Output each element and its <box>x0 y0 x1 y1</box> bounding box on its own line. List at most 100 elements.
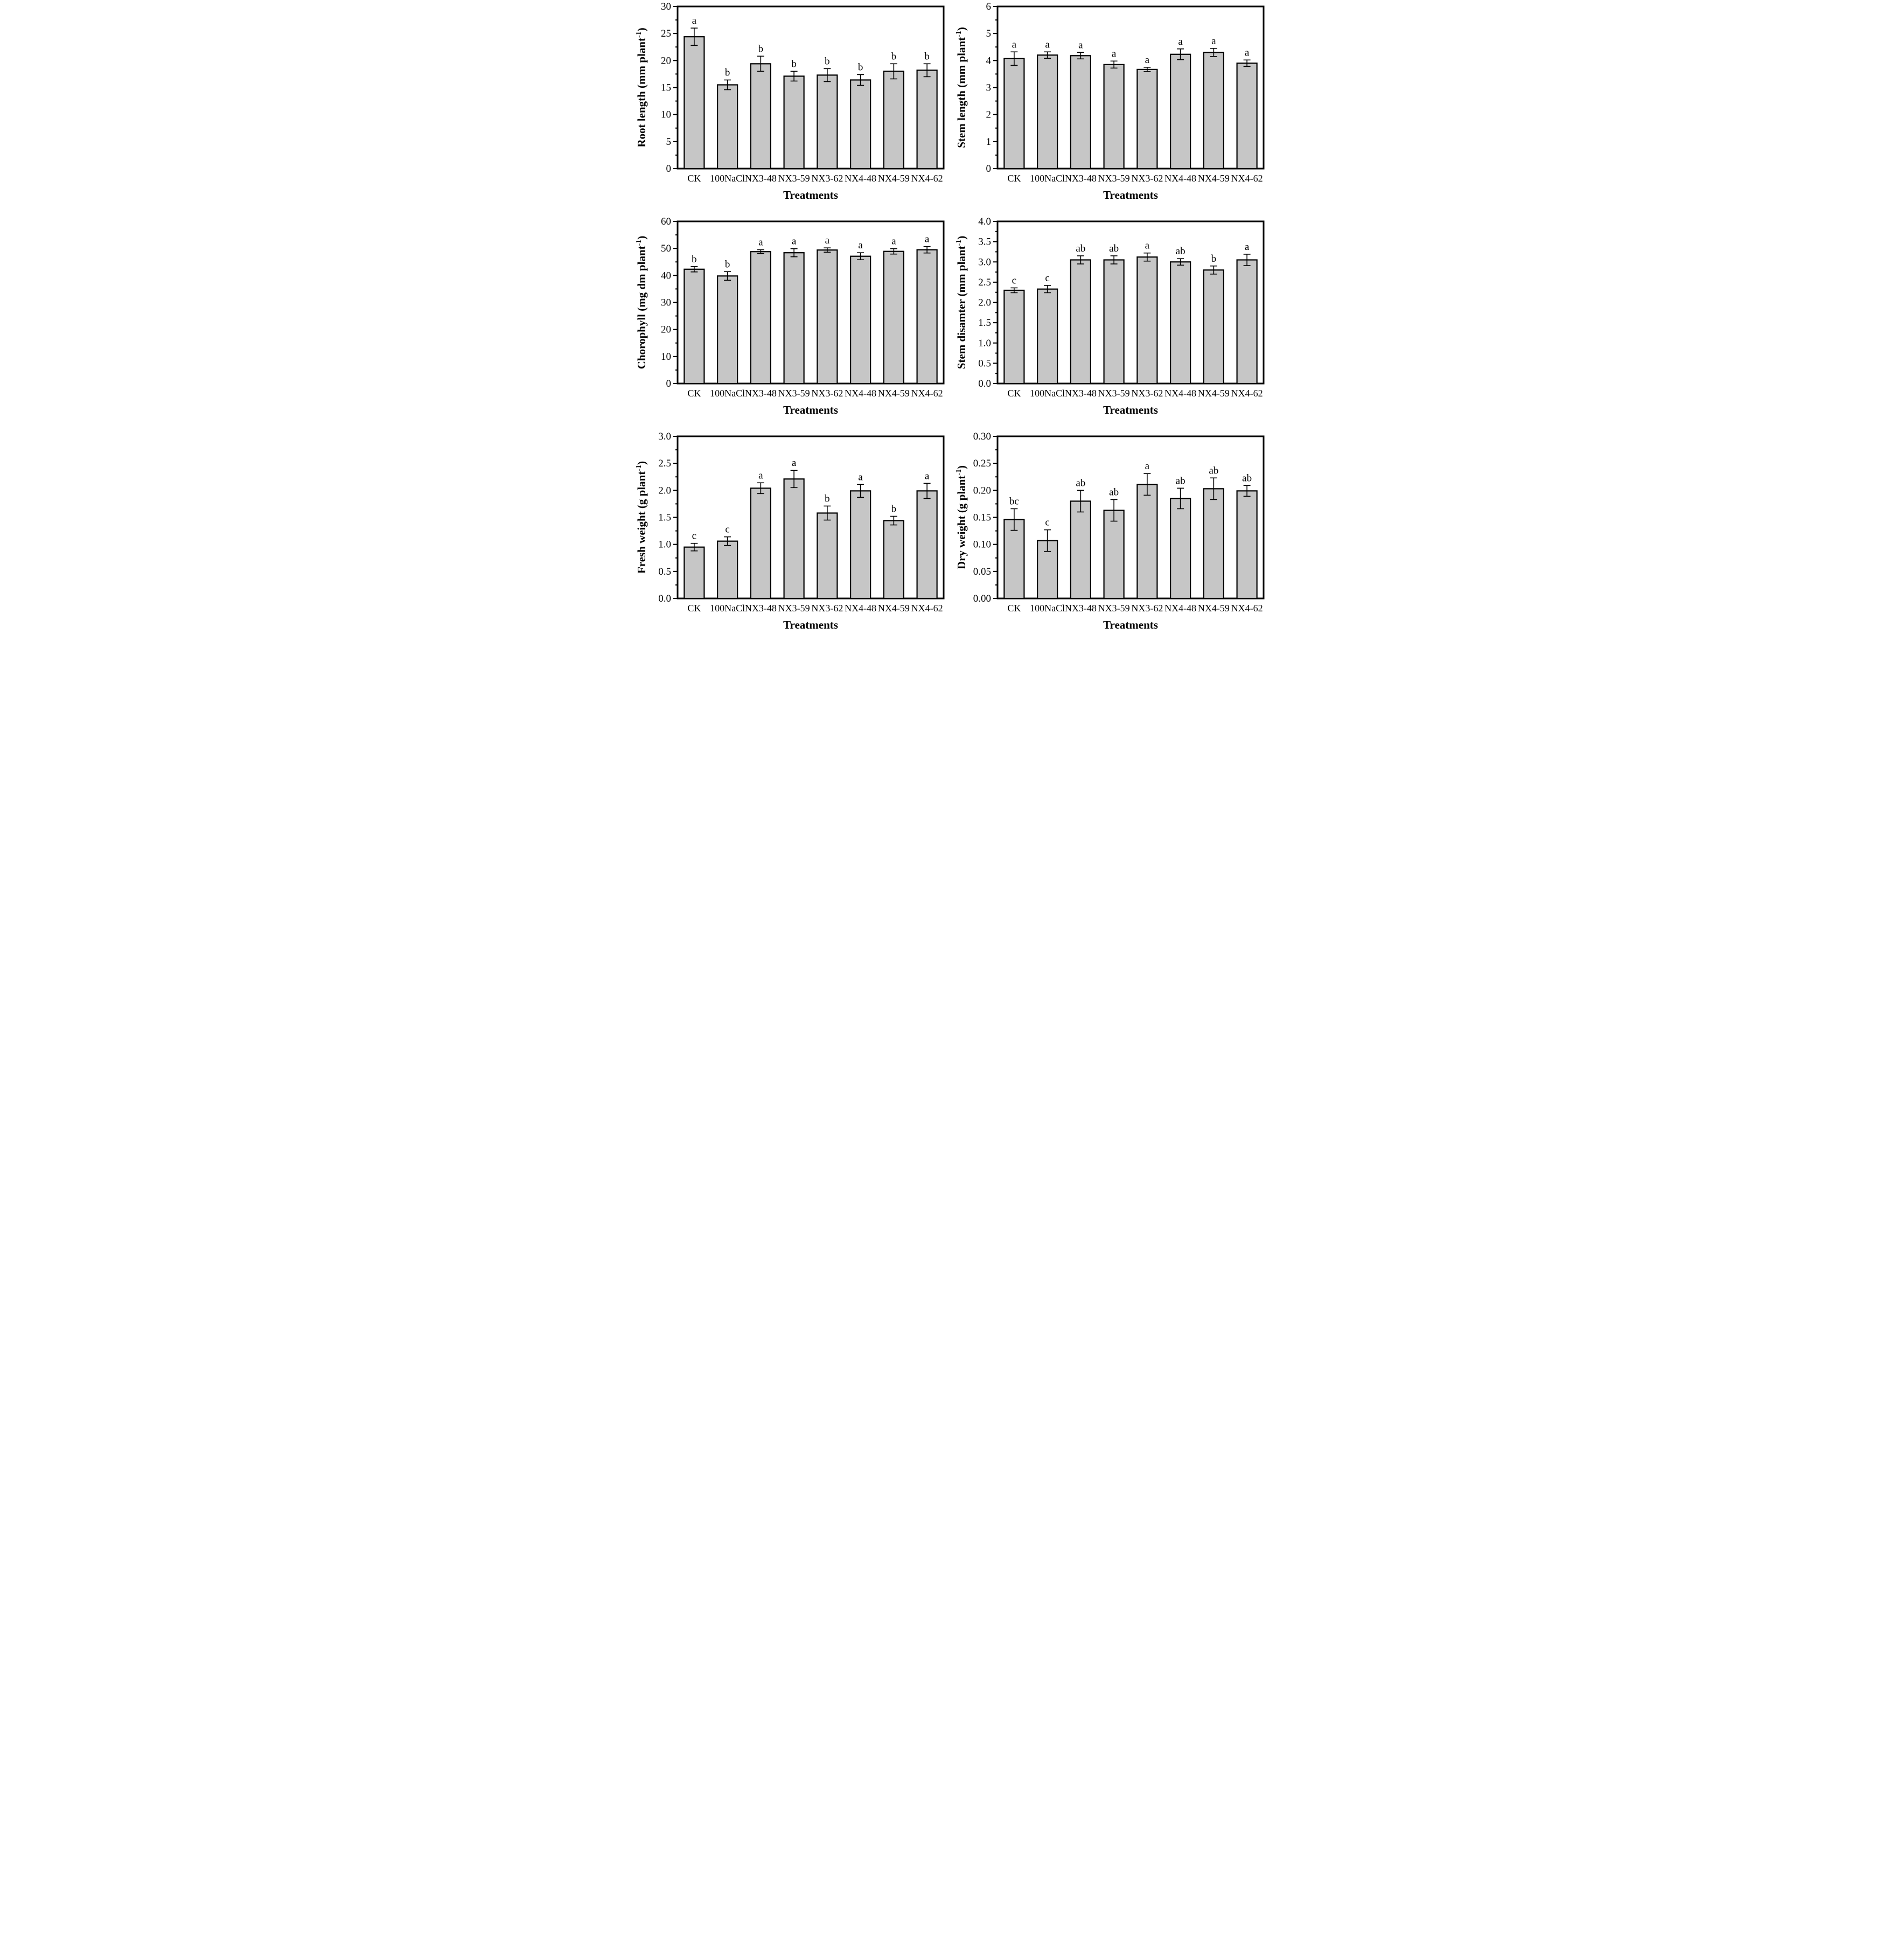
x-category-label: NX4-48 <box>845 173 876 184</box>
x-category-label: NX3-62 <box>1131 388 1163 399</box>
x-category-label: 100NaCl <box>710 173 745 184</box>
sig-letter: a <box>1012 39 1016 50</box>
x-category-label: NX3-59 <box>1098 388 1129 399</box>
y-tick-label: 0.15 <box>973 512 991 524</box>
bar <box>1103 510 1125 600</box>
sig-letter: ab <box>1242 472 1252 484</box>
bar <box>1103 259 1125 385</box>
sig-letter: b <box>857 61 863 73</box>
bar <box>1236 62 1258 170</box>
sig-letter: a <box>1145 240 1149 252</box>
sig-letter: b <box>724 67 730 78</box>
bar <box>683 36 705 170</box>
y-tick-label: 2.0 <box>658 485 671 496</box>
y-tick-label: 3.0 <box>978 256 991 268</box>
x-category-label: NX3-59 <box>1098 173 1129 184</box>
y-tick-label: 0.00 <box>973 593 991 604</box>
bar <box>750 63 771 170</box>
y-tick-label: 2 <box>986 109 991 121</box>
y-tick-label: 10 <box>661 109 671 121</box>
bar <box>916 249 938 385</box>
x-category-label: NX4-48 <box>1164 388 1196 399</box>
sig-letter: b <box>1211 253 1216 264</box>
x-axis-title: Treatments <box>783 403 838 416</box>
y-tick-label: 0 <box>986 163 991 175</box>
x-category-label: 100NaCl <box>710 603 745 614</box>
x-category-label: NX3-62 <box>811 173 843 184</box>
x-category-label: NX3-62 <box>811 603 843 614</box>
sig-letter: a <box>858 240 863 251</box>
x-category-label: NX3-62 <box>811 388 843 399</box>
x-category-label: NX3-59 <box>778 603 810 614</box>
bar <box>1003 519 1024 600</box>
y-tick-label: 0.0 <box>658 593 671 604</box>
chart-dry-weight: 0.00 0.05 0.10 0.15 0.20 0.25 0.30 bc CK c 100NaCl… <box>955 431 1264 631</box>
sig-letter: a <box>758 470 763 481</box>
bar <box>1169 261 1191 385</box>
y-tick-label: 5 <box>986 28 991 39</box>
bar <box>716 275 738 385</box>
x-category-label: NX3-48 <box>744 603 776 614</box>
x-category-label: NX3-59 <box>1098 603 1129 614</box>
x-category-label: NX3-48 <box>1064 388 1096 399</box>
bar <box>750 487 771 600</box>
sig-letter: a <box>1145 461 1149 472</box>
bar <box>1203 488 1224 600</box>
y-tick-label: 4.0 <box>978 216 991 227</box>
sig-letter: a <box>1078 39 1083 51</box>
sig-letter: bc <box>1009 496 1019 507</box>
panel-fresh-weight: 0.0 0.5 1.0 1.5 2.0 2.5 3.0 c CK c 100NaCl a NX3-48 a… <box>632 430 952 645</box>
bar <box>783 75 805 170</box>
sig-letter: a <box>692 15 696 26</box>
y-tick-label: 3.0 <box>658 431 671 442</box>
x-axis-title: Treatments <box>1103 403 1158 416</box>
x-axis-title: Treatments <box>783 618 838 631</box>
sig-letter: a <box>791 457 796 469</box>
panel-chorophyll: 0 10 20 30 40 50 60 b CK b 100NaCl a NX3-48 a NX3-59 a N… <box>632 215 952 430</box>
bar <box>816 512 838 600</box>
bar <box>1203 269 1224 385</box>
x-category-label: NX4-59 <box>1197 603 1229 614</box>
bar <box>849 255 871 385</box>
sig-letter: b <box>891 51 896 62</box>
x-category-label: NX4-62 <box>911 173 943 184</box>
sig-letter: a <box>1111 48 1116 59</box>
y-axis-title: Fresh weight (g plant-1) <box>635 461 648 574</box>
x-category-label: NX3-62 <box>1131 173 1163 184</box>
sig-letter: a <box>1211 36 1216 47</box>
sig-letter: a <box>758 237 763 248</box>
sig-letter: c <box>725 524 729 535</box>
x-category-label: CK <box>687 388 701 399</box>
bar <box>1169 498 1191 600</box>
bar <box>1236 259 1258 385</box>
bar <box>1169 53 1191 170</box>
y-tick-label: 50 <box>661 243 671 254</box>
bar <box>1203 52 1224 170</box>
x-category-label: NX3-59 <box>778 388 810 399</box>
y-tick-label: 15 <box>661 82 671 94</box>
bar <box>849 79 871 170</box>
bar <box>916 69 938 170</box>
sig-letter: ab <box>1076 477 1085 489</box>
bar <box>683 546 705 600</box>
chart-chorophyll: 0 10 20 30 40 50 60 b CK b 100NaCl a NX3-48 a NX3-59 a N… <box>635 216 944 416</box>
y-tick-label: 1.0 <box>658 539 671 551</box>
x-category-label: 100NaCl <box>1030 603 1065 614</box>
x-category-label: 100NaCl <box>1030 388 1065 399</box>
y-axis-title: Dry weight (g plant-1) <box>955 465 968 569</box>
bar <box>1036 288 1058 385</box>
bar <box>883 71 904 170</box>
sig-letter: b <box>791 58 797 69</box>
bar <box>849 490 871 600</box>
bar <box>783 252 805 385</box>
panel-root-length: 0 5 10 15 20 25 30 a CK b 100NaCl b NX3-48 b NX3-59 b NX… <box>632 0 952 215</box>
x-category-label: NX4-59 <box>1197 388 1229 399</box>
bar <box>716 84 738 170</box>
sig-letter: b <box>724 259 730 270</box>
y-tick-label: 0.30 <box>973 431 991 442</box>
y-tick-label: 1.0 <box>978 338 991 349</box>
sig-letter: b <box>692 254 697 265</box>
sig-letter: c <box>1012 275 1016 286</box>
x-axis-title: Treatments <box>1103 618 1158 631</box>
y-tick-label: 60 <box>661 216 671 227</box>
